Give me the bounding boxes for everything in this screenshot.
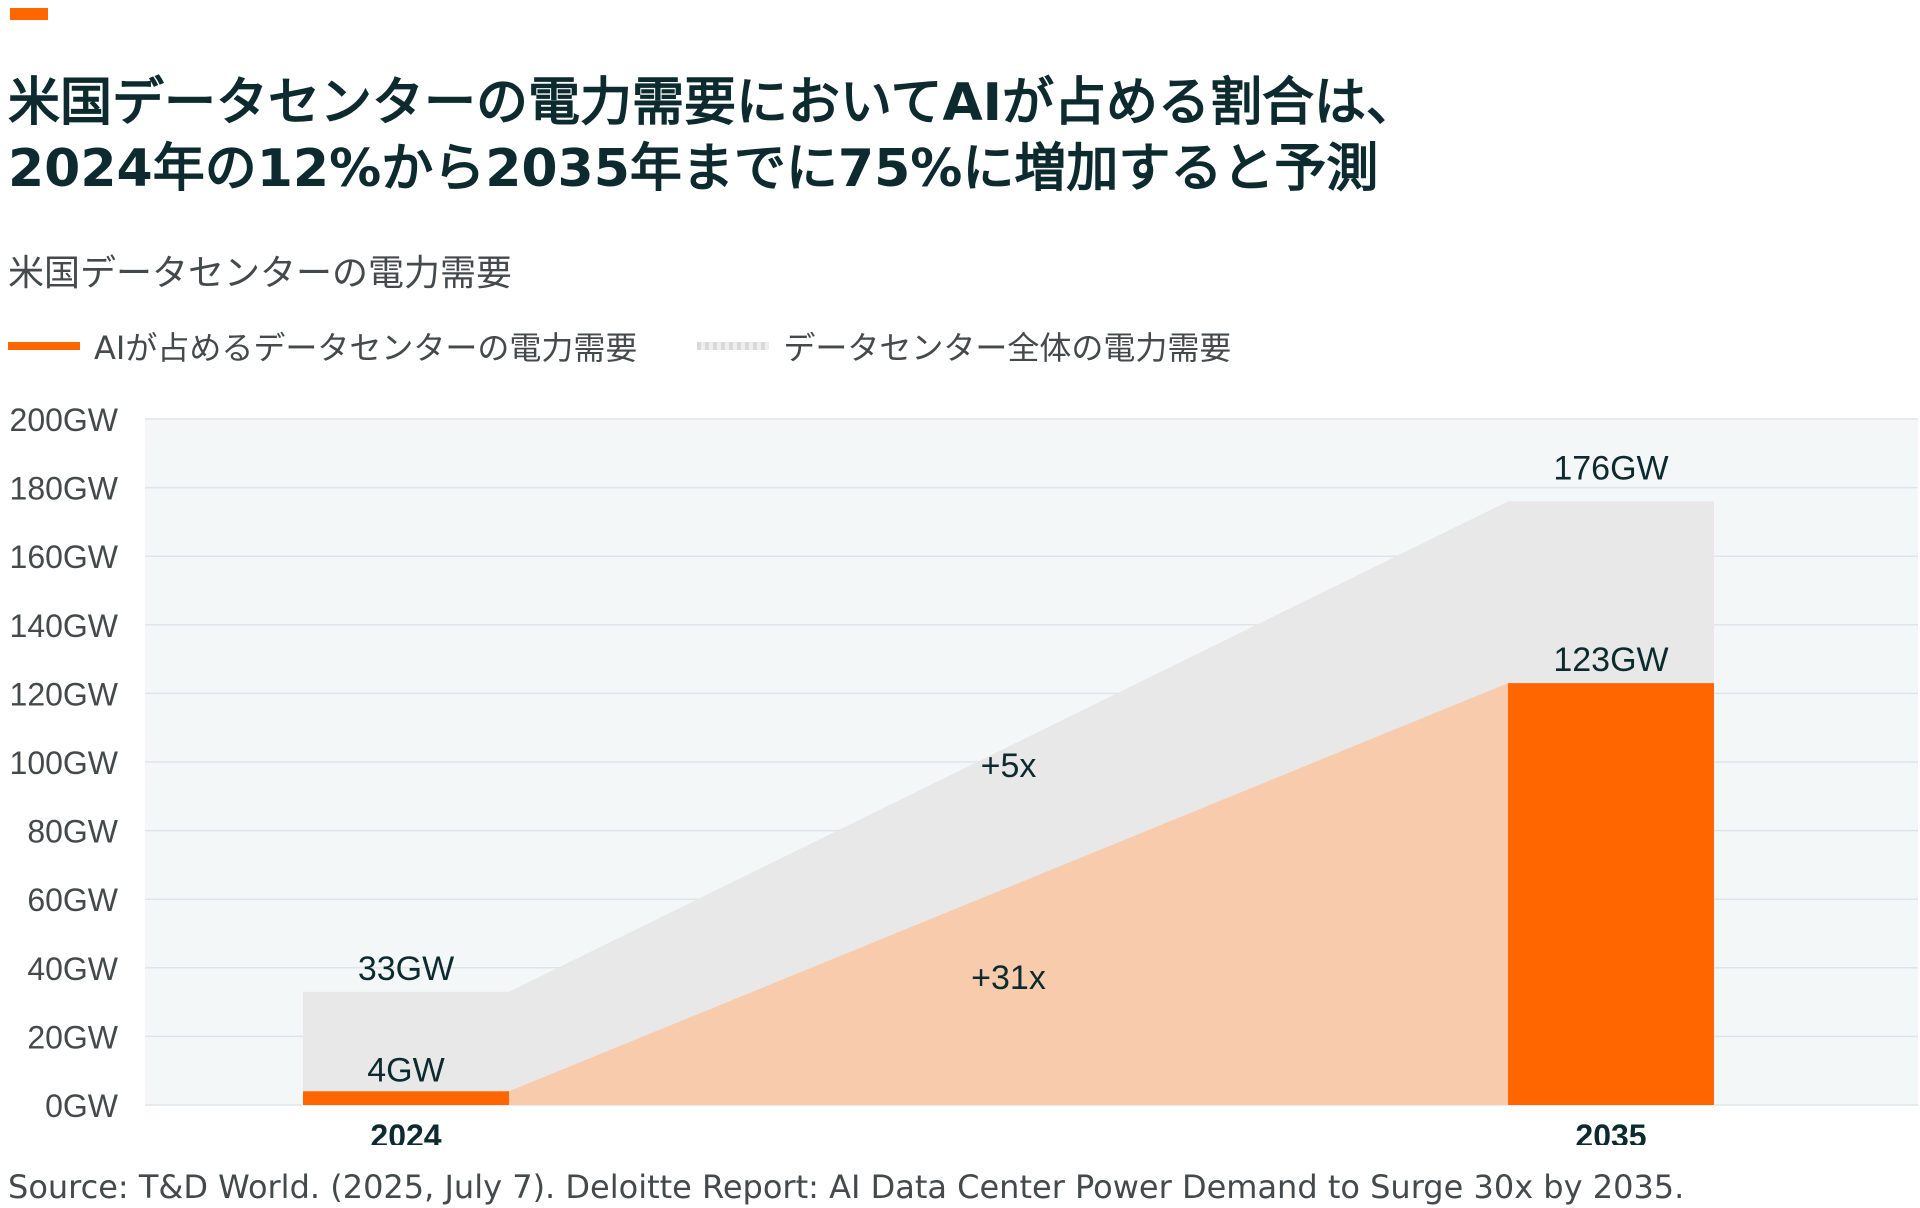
power-demand-chart: 0GW 20GW 40GW 60GW 80GW 100GW 120GW 140GW 160GW 1…: [10, 402, 1918, 1145]
ai-bar-2035: [1508, 683, 1714, 1105]
y-tick-label: 60GW: [27, 882, 118, 918]
ai-bar-2024: [303, 1091, 509, 1105]
growth-annotation-total: +5x: [981, 747, 1037, 785]
y-tick-label: 160GW: [10, 539, 119, 575]
y-tick-label: 120GW: [10, 676, 119, 712]
x-tick-label-2035: 2035: [1575, 1118, 1646, 1145]
legend-label-total: データセンター全体の電力需要: [783, 329, 1232, 367]
chart-subtitle: 米国データセンターの電力需要: [8, 253, 513, 294]
y-tick-label: 140GW: [10, 608, 119, 644]
y-tick-label: 80GW: [27, 814, 118, 850]
y-tick-label: 180GW: [10, 471, 119, 507]
chart-legend: AIが占めるデータセンターの電力需要 データセンター全体の電力需要: [8, 322, 1291, 370]
source-note: Source: T&D World. (2025, July 7). Deloi…: [8, 1168, 1685, 1206]
ai-growth-band: [509, 683, 1508, 1105]
growth-annotation-ai: +31x: [971, 959, 1046, 997]
page-title: 米国データセンターの電力需要においてAIが占める割合は、 2024年の12%から…: [8, 70, 1888, 202]
legend-label-ai: AIが占めるデータセンターの電力需要: [94, 329, 638, 367]
y-tick-label: 200GW: [10, 402, 119, 438]
legend-swatch-ai: [8, 342, 80, 350]
legend-swatch-total: [697, 342, 770, 350]
y-tick-label: 100GW: [10, 745, 119, 781]
ai-value-label: 4GW: [367, 1051, 444, 1089]
x-tick-label-2024: 2024: [370, 1118, 441, 1145]
legend-item-total: データセンター全体の電力需要: [697, 323, 1231, 369]
y-tick-label: 20GW: [27, 1019, 118, 1055]
total-bar-2024: [303, 991, 509, 1105]
legend-item-ai: AIが占めるデータセンターの電力需要: [8, 323, 637, 369]
accent-bar: [10, 8, 48, 20]
title-line-1: 米国データセンターの電力需要においてAIが占める割合は、: [8, 73, 1419, 133]
y-tick-label: 0GW: [45, 1088, 119, 1124]
total-value-label: 176GW: [1553, 449, 1668, 487]
ai-value-label: 123GW: [1553, 641, 1668, 679]
total-value-label: 33GW: [358, 950, 454, 988]
title-line-2: 2024年の12%から2035年までに75%に増加すると予測: [8, 139, 1379, 199]
y-tick-label: 40GW: [27, 951, 118, 987]
